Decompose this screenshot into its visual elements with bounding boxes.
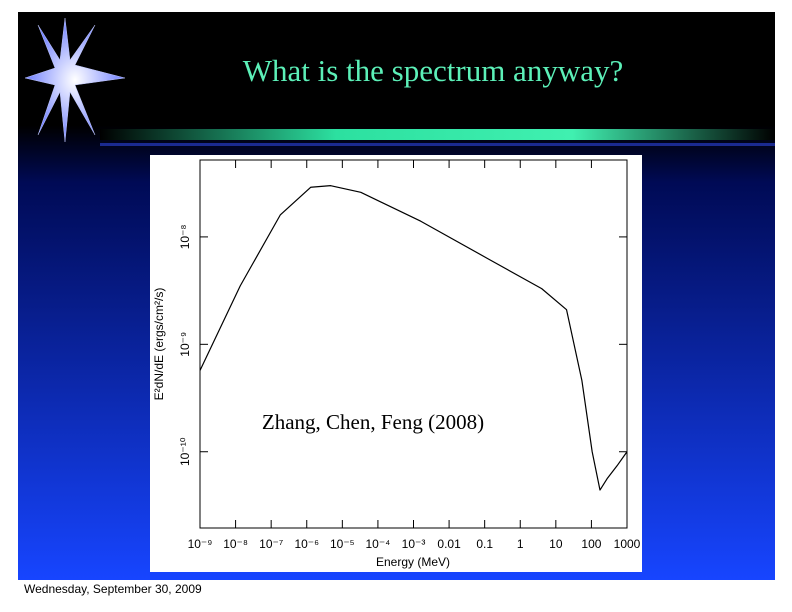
x-axis-label: Energy (MeV) xyxy=(376,555,450,569)
x-tick-label: 10⁻⁷ xyxy=(259,537,283,551)
title-bar xyxy=(100,129,775,140)
y-tick-label: 10⁻¹⁰ xyxy=(178,437,192,466)
x-tick-label: 0.01 xyxy=(437,537,461,551)
y-tick-label: 10⁻⁹ xyxy=(178,332,192,357)
x-tick-label: 10⁻⁴ xyxy=(365,537,390,551)
x-tick-label: 10⁻³ xyxy=(402,537,426,551)
y-axis-label: E²dN/dE (ergs/cm²/s) xyxy=(152,288,166,401)
footer-date: Wednesday, September 30, 2009 xyxy=(24,582,202,596)
x-tick-label: 10⁻⁶ xyxy=(294,537,319,551)
x-tick-label: 1 xyxy=(517,537,524,551)
star-icon xyxy=(24,17,126,143)
spectrum-line xyxy=(199,185,628,491)
x-tick-label: 0.1 xyxy=(476,537,493,551)
x-tick-label: 10 xyxy=(549,537,563,551)
slide-title: What is the spectrum anyway? xyxy=(243,53,623,88)
y-tick-label: 10⁻⁸ xyxy=(178,225,192,250)
x-tick-label: 10⁻⁹ xyxy=(188,537,213,551)
title-bar-shadow xyxy=(100,143,775,146)
x-tick-label: 10⁻⁵ xyxy=(330,537,355,551)
x-tick-label: 10⁻⁸ xyxy=(223,537,248,551)
plot-image xyxy=(150,155,642,572)
x-tick-label: 1000 xyxy=(614,537,641,551)
citation: Zhang, Chen, Feng (2008) xyxy=(262,410,484,434)
x-tick-label: 100 xyxy=(581,537,601,551)
